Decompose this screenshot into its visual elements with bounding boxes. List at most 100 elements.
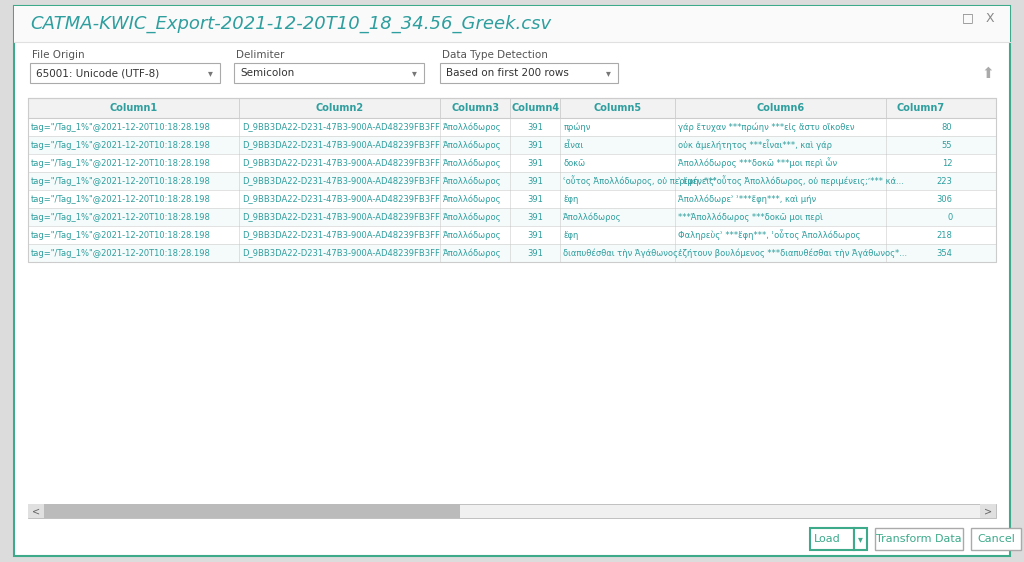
Text: Semicolon: Semicolon: [240, 68, 294, 78]
Text: 12: 12: [942, 158, 952, 167]
Text: 391: 391: [527, 123, 543, 132]
Bar: [28, 136, 996, 154]
Bar: [810, 528, 854, 550]
Bar: [28, 208, 996, 226]
Text: οὐκ ἀμελήτητος ***εἶναι***, καὶ γάρ: οὐκ ἀμελήτητος ***εἶναι***, καὶ γάρ: [678, 139, 831, 151]
Text: 391: 391: [527, 230, 543, 239]
Text: X: X: [986, 11, 994, 25]
Bar: [971, 528, 1021, 550]
Text: D_9BB3DA22-D231-47B3-900A-AD48239FB3FF: D_9BB3DA22-D231-47B3-900A-AD48239FB3FF: [242, 158, 440, 167]
Text: >: >: [984, 506, 992, 516]
Text: tag="/Tag_1%"@2021-12-20T10:18:28.198: tag="/Tag_1%"@2021-12-20T10:18:28.198: [31, 194, 211, 203]
Text: γάρ ἔτυχαν ***πρώην ***εἰς ἄστυ οἴκοθεν: γάρ ἔτυχαν ***πρώην ***εἰς ἄστυ οἴκοθεν: [678, 123, 854, 132]
Text: 65001: Unicode (UTF-8): 65001: Unicode (UTF-8): [36, 68, 160, 78]
Text: Column2: Column2: [315, 103, 364, 113]
Text: CATMA-KWIC_Export-2021-12-20T10_18_34.56_Greek.csv: CATMA-KWIC_Export-2021-12-20T10_18_34.56…: [30, 15, 551, 33]
Text: ἔφη: ἔφη: [563, 194, 579, 203]
Bar: [28, 226, 996, 244]
Text: πρώην: πρώην: [563, 123, 591, 132]
Bar: [30, 63, 220, 83]
Text: 391: 391: [527, 158, 543, 167]
Bar: [14, 6, 1010, 42]
Text: ʾ ἔφη, ***οὖτος Ἀπολλόδωρος, οὐ περιμένεις;ʼ*** κά...: ʾ ἔφη, ***οὖτος Ἀπολλόδωρος, οὐ περιμένε…: [678, 175, 903, 187]
Text: 391: 391: [527, 212, 543, 221]
Text: διαπυθέσθαι τὴν Ἀγάθωνος: διαπυθέσθαι τὴν Ἀγάθωνος: [563, 248, 678, 258]
Text: tag="/Tag_1%"@2021-12-20T10:18:28.198: tag="/Tag_1%"@2021-12-20T10:18:28.198: [31, 176, 211, 185]
Text: Ἀπολλόδωρος: Ἀπολλόδωρος: [443, 140, 502, 149]
Text: Column7: Column7: [896, 103, 944, 113]
Text: ἔφη: ἔφη: [563, 230, 579, 239]
Text: 0: 0: [947, 212, 952, 221]
Text: 80: 80: [942, 123, 952, 132]
Text: 391: 391: [527, 176, 543, 185]
Bar: [854, 528, 867, 550]
Text: Cancel: Cancel: [977, 534, 1015, 544]
Text: Column1: Column1: [110, 103, 158, 113]
Text: tag="/Tag_1%"@2021-12-20T10:18:28.198: tag="/Tag_1%"@2021-12-20T10:18:28.198: [31, 230, 211, 239]
Text: ***Ἀπολλόδωρος ***δοκῶ μοι περὶ: ***Ἀπολλόδωρος ***δοκῶ μοι περὶ: [678, 212, 822, 222]
Bar: [874, 528, 963, 550]
Text: Based on first 200 rows: Based on first 200 rows: [446, 68, 569, 78]
Text: Ἀπολλόδωρεʾ ʾ***ἔφη***, καὶ μήν: Ἀπολλόδωρεʾ ʾ***ἔφη***, καὶ μήν: [678, 194, 816, 204]
Text: 354: 354: [937, 248, 952, 257]
Text: ▾: ▾: [412, 68, 417, 78]
Text: Data Type Detection: Data Type Detection: [442, 50, 548, 60]
Bar: [980, 504, 996, 518]
Text: <: <: [32, 506, 40, 516]
Bar: [28, 504, 44, 518]
Text: ▾: ▾: [858, 534, 863, 544]
Text: ▾: ▾: [208, 68, 212, 78]
Text: Ἀπολλόδωρος: Ἀπολλόδωρος: [443, 212, 502, 222]
Text: Ἀπολλόδωρος: Ἀπολλόδωρος: [443, 176, 502, 186]
Text: Column4: Column4: [511, 103, 559, 113]
Text: 218: 218: [937, 230, 952, 239]
Text: Ἀπολλόδωρος: Ἀπολλόδωρος: [443, 248, 502, 258]
Text: □: □: [963, 11, 974, 25]
Text: D_9BB3DA22-D231-47B3-900A-AD48239FB3FF: D_9BB3DA22-D231-47B3-900A-AD48239FB3FF: [242, 140, 440, 149]
Text: Ἀπολλόδωρος: Ἀπολλόδωρος: [443, 230, 502, 240]
Bar: [28, 98, 996, 118]
Bar: [28, 172, 996, 190]
Text: D_9BB3DA22-D231-47B3-900A-AD48239FB3FF: D_9BB3DA22-D231-47B3-900A-AD48239FB3FF: [242, 230, 440, 239]
Bar: [28, 244, 996, 262]
Bar: [28, 504, 996, 518]
Text: ʿοὖτος Ἀπολλόδωρος, οὐ περιμένειςʾ: ʿοὖτος Ἀπολλόδωρος, οὐ περιμένειςʾ: [563, 175, 717, 187]
Text: ▾: ▾: [605, 68, 610, 78]
Text: D_9BB3DA22-D231-47B3-900A-AD48239FB3FF: D_9BB3DA22-D231-47B3-900A-AD48239FB3FF: [242, 212, 440, 221]
Text: 391: 391: [527, 248, 543, 257]
Bar: [28, 190, 996, 208]
Bar: [28, 98, 996, 262]
Text: tag="/Tag_1%"@2021-12-20T10:18:28.198: tag="/Tag_1%"@2021-12-20T10:18:28.198: [31, 248, 211, 257]
Text: εἶναι: εἶναι: [563, 140, 584, 149]
Text: Load: Load: [814, 534, 841, 544]
Text: ⬆: ⬆: [982, 66, 994, 80]
Bar: [44, 504, 460, 518]
Text: tag="/Tag_1%"@2021-12-20T10:18:28.198: tag="/Tag_1%"@2021-12-20T10:18:28.198: [31, 158, 211, 167]
Bar: [28, 118, 996, 136]
Text: 391: 391: [527, 194, 543, 203]
Text: tag="/Tag_1%"@2021-12-20T10:18:28.198: tag="/Tag_1%"@2021-12-20T10:18:28.198: [31, 123, 211, 132]
Text: Column3: Column3: [452, 103, 500, 113]
Text: Ἀπολλόδωρος ***δοκῶ ***μοι περὶ ὧν: Ἀπολλόδωρος ***δοκῶ ***μοι περὶ ὧν: [678, 157, 837, 169]
Bar: [28, 154, 996, 172]
Text: D_9BB3DA22-D231-47B3-900A-AD48239FB3FF: D_9BB3DA22-D231-47B3-900A-AD48239FB3FF: [242, 176, 440, 185]
Text: File Origin: File Origin: [32, 50, 85, 60]
Text: Ἀπολλόδωρος: Ἀπολλόδωρος: [443, 123, 502, 132]
Text: Delimiter: Delimiter: [236, 50, 285, 60]
Text: 223: 223: [937, 176, 952, 185]
Text: 55: 55: [942, 140, 952, 149]
Text: Column6: Column6: [756, 103, 804, 113]
Text: Φαληρεὺςʾ ***ἔφη***, ʾοὖτος Ἀπολλόδωρος: Φαληρεὺςʾ ***ἔφη***, ʾοὖτος Ἀπολλόδωρος: [678, 229, 860, 241]
Bar: [234, 63, 424, 83]
Text: Transform Data: Transform Data: [877, 534, 962, 544]
Text: 306: 306: [936, 194, 952, 203]
Text: D_9BB3DA22-D231-47B3-900A-AD48239FB3FF: D_9BB3DA22-D231-47B3-900A-AD48239FB3FF: [242, 194, 440, 203]
Text: tag="/Tag_1%"@2021-12-20T10:18:28.198: tag="/Tag_1%"@2021-12-20T10:18:28.198: [31, 140, 211, 149]
Text: Column5: Column5: [594, 103, 642, 113]
Text: Ἀπολλόδωρος: Ἀπολλόδωρος: [443, 158, 502, 167]
Text: ἐζήτουν βουλόμενος ***διαπυθέσθαι τὴν Ἀγάθωνος*...: ἐζήτουν βουλόμενος ***διαπυθέσθαι τὴν Ἀγ…: [678, 248, 906, 258]
Text: tag="/Tag_1%"@2021-12-20T10:18:28.198: tag="/Tag_1%"@2021-12-20T10:18:28.198: [31, 212, 211, 221]
Text: Ἀπολλόδωρος: Ἀπολλόδωρος: [563, 212, 622, 222]
Bar: [440, 63, 618, 83]
Text: 391: 391: [527, 140, 543, 149]
